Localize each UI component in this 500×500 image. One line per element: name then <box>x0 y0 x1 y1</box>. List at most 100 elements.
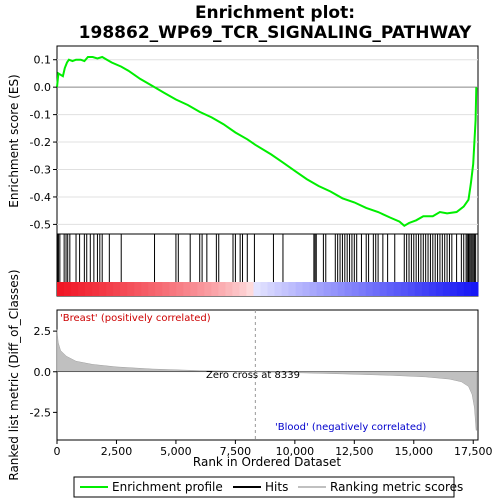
metric-area <box>56 329 478 431</box>
colorbar-segment <box>190 282 198 296</box>
colorbar-segment <box>71 282 79 296</box>
legend: Enrichment profile Hits Ranking metric s… <box>73 476 463 498</box>
colorbar-segment <box>120 282 128 296</box>
colorbar-segment <box>302 282 311 296</box>
chart-title-line1: Enrichment plot: <box>195 3 355 23</box>
es-tick-label: -0.4 <box>30 191 51 204</box>
colorbar-segment <box>225 282 233 296</box>
colorbar-segment <box>239 282 247 296</box>
colorbar-segment <box>386 282 395 296</box>
colorbar-segment <box>456 282 465 296</box>
colorbar-segment <box>470 282 479 296</box>
colorbar-segment <box>365 282 374 296</box>
positive-correlation-label: 'Breast' (positively correlated) <box>60 313 211 324</box>
colorbar-segment <box>414 282 423 296</box>
x-tick-label: 0 <box>54 445 61 458</box>
colorbar-segment <box>372 282 381 296</box>
es-gridlines <box>57 59 478 225</box>
colorbar-segment <box>281 282 290 296</box>
colorbar-segment <box>85 282 93 296</box>
colorbar-segment <box>197 282 205 296</box>
metric-y-axis-label: Ranked list metric (Diff_of_Classes) <box>7 269 21 480</box>
es-tick-label: -0.5 <box>30 218 51 231</box>
es-tick-label: 0.0 <box>34 81 52 94</box>
colorbar-segment <box>155 282 163 296</box>
colorbar-segment <box>64 282 72 296</box>
ranking-colorbar <box>57 282 479 296</box>
colorbar-segment <box>358 282 367 296</box>
chart-title-line2: 198862_WP69_TCR_SIGNALING_PATHWAY <box>79 23 472 43</box>
colorbar-segment <box>127 282 135 296</box>
x-tick-label: 17,500 <box>454 445 493 458</box>
es-tick-label: 0.1 <box>34 54 52 67</box>
colorbar-segment <box>176 282 184 296</box>
colorbar-segment <box>400 282 409 296</box>
x-tick-label: 10,000 <box>276 445 315 458</box>
metric-tick-label: 2.5 <box>34 325 52 338</box>
metric-area-group <box>56 310 478 440</box>
enrichment-profile-group <box>56 55 478 228</box>
legend-enrichment-label: Enrichment profile <box>112 480 223 494</box>
x-tick-label: 5,000 <box>160 445 192 458</box>
colorbar-segment <box>463 282 472 296</box>
colorbar-segment <box>323 282 332 296</box>
colorbar-segment <box>428 282 437 296</box>
colorbar-segment <box>295 282 304 296</box>
colorbar-segment <box>407 282 416 296</box>
enrichment-profile-line <box>56 55 478 228</box>
colorbar-segment <box>162 282 170 296</box>
es-panel-frame <box>56 45 479 235</box>
colorbar-segment <box>141 282 149 296</box>
metric-tick-label: 0.0 <box>34 366 52 379</box>
es-tick-label: -0.1 <box>30 109 51 122</box>
colorbar-segment <box>113 282 121 296</box>
legend-frame <box>73 476 455 498</box>
colorbar-segment <box>288 282 297 296</box>
x-axis-label: Rank in Ordered Dataset <box>193 455 341 469</box>
colorbar-segment <box>134 282 142 296</box>
x-tick-label: 15,000 <box>395 445 434 458</box>
colorbar-segment <box>351 282 360 296</box>
colorbar-segment <box>246 282 254 296</box>
es-y-axis-label: Enrichment score (ES) <box>7 74 21 207</box>
x-tick-label: 7,500 <box>220 445 252 458</box>
es-tick-label: -0.3 <box>30 164 51 177</box>
colorbar-segment <box>218 282 226 296</box>
colorbar-segment <box>99 282 107 296</box>
legend-metric-label: Ranking metric scores <box>330 480 463 494</box>
negative-correlation-label: 'Blood' (negatively correlated) <box>275 422 426 433</box>
colorbar-segment <box>183 282 191 296</box>
colorbar-segment <box>232 282 240 296</box>
x-tick-label: 12,500 <box>335 445 374 458</box>
es-tick-label: -0.2 <box>30 136 51 149</box>
colorbar-segment <box>106 282 114 296</box>
colorbar-segment <box>393 282 402 296</box>
colorbar-segment <box>92 282 100 296</box>
colorbar-segment <box>435 282 444 296</box>
colorbar-segment <box>421 282 430 296</box>
colorbar-segment <box>449 282 458 296</box>
colorbar-segment <box>309 282 318 296</box>
axes-group: 0.1 0.0 -0.1 -0.2 -0.3 -0.4 -0.5 2.5 0.0 -2.5 0 2,5… <box>30 54 493 458</box>
metric-tick-label: -2.5 <box>30 406 51 419</box>
colorbar-segment <box>78 282 86 296</box>
colorbar-segment <box>260 282 268 296</box>
colorbar-segment <box>169 282 177 296</box>
colorbar-segment <box>344 282 353 296</box>
zero-cross-label: Zero cross at 8339 <box>206 370 300 381</box>
colorbar-segment <box>337 282 346 296</box>
colorbar-segment <box>316 282 325 296</box>
metric-panel-frame <box>56 309 479 441</box>
colorbar-segment <box>253 282 261 296</box>
colorbar-segment <box>379 282 388 296</box>
colorbar-segment <box>211 282 219 296</box>
colorbar-segment <box>57 282 65 296</box>
x-tick-label: 2,500 <box>101 445 133 458</box>
colorbar-segment <box>274 282 283 296</box>
hits-group <box>56 234 477 282</box>
colorbar-segment <box>330 282 339 296</box>
colorbar-segment <box>204 282 212 296</box>
colorbar-segment <box>267 282 276 296</box>
colorbar-segment <box>442 282 451 296</box>
